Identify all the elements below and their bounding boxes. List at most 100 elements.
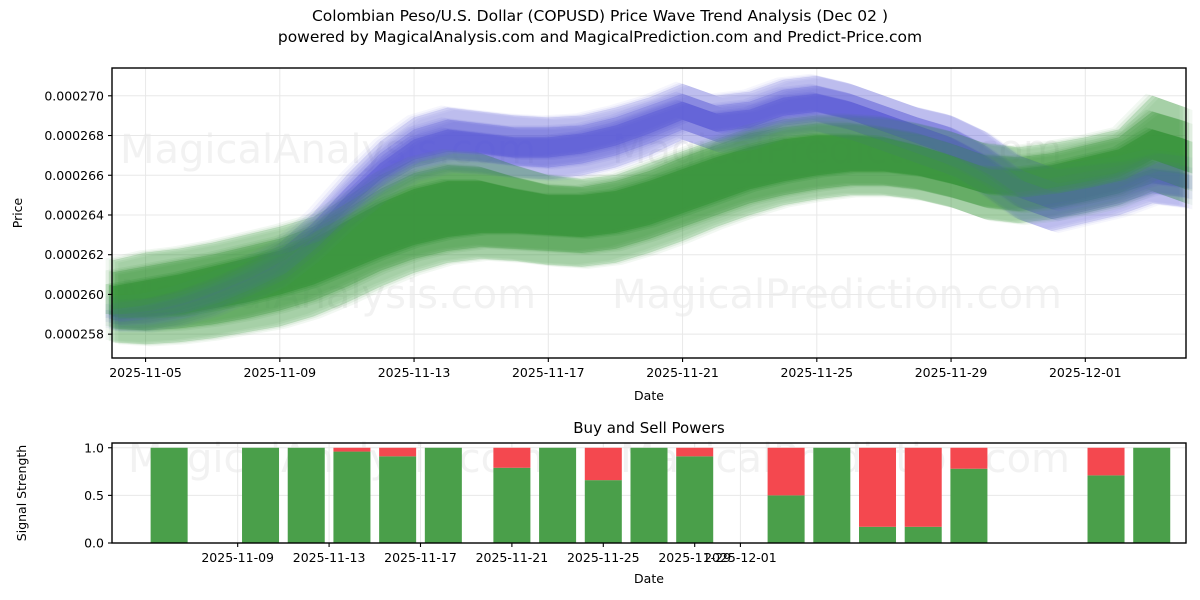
price-chart-ticks: 0.000258 0.000260 0.000262 0.000264 0.000266… <box>44 88 1121 380</box>
signal-bar-sell-segment <box>584 447 622 481</box>
signal-bar-sell-segment <box>1087 447 1125 476</box>
signal-bar[interactable] <box>859 447 897 543</box>
price-y-tick-label: 0.000260 <box>44 287 104 302</box>
signal-bar-buy-segment <box>379 456 417 543</box>
signal-bar-buy-segment <box>767 495 805 543</box>
wave-band-ghost <box>115 130 1190 318</box>
signal-bar[interactable] <box>630 447 668 543</box>
price-x-axis-label: Date <box>634 388 664 403</box>
signal-bar[interactable] <box>1087 447 1125 543</box>
price-wave-bands <box>105 73 1193 347</box>
wave-band-ghost <box>108 92 1183 320</box>
signal-chart-ticks: 0.0 0.5 1.0 2025-11-09 2025-11-13 2025-11-17 2… <box>84 440 777 565</box>
wave-band-ghost <box>105 109 1180 328</box>
wave-band-ghost <box>105 73 1180 328</box>
wave-band-ghost <box>118 96 1193 323</box>
wave-band-ghost <box>115 96 1190 346</box>
signal-x-tick-label: 2025-11-13 <box>293 550 366 565</box>
price-x-tick-label: 2025-11-13 <box>378 365 451 380</box>
signal-bar-buy-segment <box>287 447 325 543</box>
price-y-tick-label: 0.000268 <box>44 128 104 143</box>
signal-bar-sell-segment <box>859 447 897 527</box>
wave-band-ghost <box>105 127 1180 315</box>
watermark-text: MagicalAnalysis.com <box>120 127 536 173</box>
signal-x-tick-label: 2025-11-09 <box>201 550 274 565</box>
wave-band-ghost <box>105 83 1180 322</box>
signal-bar[interactable] <box>950 447 988 543</box>
signal-bar[interactable] <box>150 447 188 543</box>
wave-band-ghost <box>118 113 1193 333</box>
signal-x-tick-label: 2025-11-17 <box>384 550 457 565</box>
signal-bar[interactable] <box>287 447 325 543</box>
wave-band-ghost <box>118 78 1193 333</box>
signal-bar[interactable] <box>379 447 417 543</box>
signal-bar-buy-segment <box>150 447 188 543</box>
wave-band-ghost <box>115 112 1190 332</box>
price-y-tick-label: 0.000264 <box>44 207 104 222</box>
price-x-tick-label: 2025-11-17 <box>512 365 585 380</box>
wave-band-ghost <box>105 93 1180 342</box>
signal-bar-sell-segment <box>379 447 417 457</box>
signal-chart-title: Buy and Sell Powers <box>573 419 725 437</box>
signal-bar[interactable] <box>493 447 531 543</box>
signal-bar[interactable] <box>1133 447 1171 543</box>
wave-band-ghost <box>118 88 1193 327</box>
price-x-tick-label: 2025-11-05 <box>109 365 182 380</box>
signal-bar[interactable] <box>242 447 280 543</box>
signal-bar-buy-segment <box>859 526 897 543</box>
wave-band-ghost <box>108 84 1183 324</box>
signal-chart-group: MagicalAnalysis.comMagicalPrediction.com… <box>14 419 1187 586</box>
signal-bar-buy-segment <box>424 447 462 543</box>
signal-bar-buy-segment <box>904 526 942 543</box>
price-x-tick-label: 2025-11-25 <box>780 365 853 380</box>
signal-bar[interactable] <box>584 447 622 543</box>
signal-bar-sell-segment <box>676 447 714 457</box>
signal-bar-buy-segment <box>1087 475 1125 543</box>
wave-band-ghost <box>108 94 1183 343</box>
signal-bar-sell-segment <box>904 447 942 527</box>
wave-band-ghost <box>108 74 1183 330</box>
signal-bar-buy-segment <box>333 451 371 543</box>
signal-y-tick-label: 0.0 <box>84 536 104 551</box>
wave-band-ghost <box>108 110 1183 330</box>
price-y-axis-label: Price <box>10 197 25 228</box>
signal-x-tick-label: 2025-11-29 <box>658 550 731 565</box>
signal-bar[interactable] <box>333 447 371 543</box>
signal-bar[interactable] <box>676 447 714 543</box>
wave-band-ghost <box>115 87 1190 326</box>
watermark-text: MagicalPrediction.com <box>612 272 1062 318</box>
signal-bar-sell-segment <box>767 447 805 496</box>
wave-band-ghost <box>115 77 1190 332</box>
wave-band-ghost <box>118 98 1193 347</box>
signal-y-tick-label: 0.5 <box>84 488 104 503</box>
price-y-tick-label: 0.000266 <box>44 168 104 183</box>
price-x-tick-label: 2025-11-09 <box>243 365 316 380</box>
signal-bar-sell-segment <box>950 447 988 469</box>
price-x-tick-label: 2025-11-29 <box>915 365 988 380</box>
signal-bar-sell-segment <box>493 447 531 468</box>
signal-bar[interactable] <box>813 447 851 543</box>
price-x-tick-label: 2025-11-21 <box>646 365 719 380</box>
wave-band-ghost <box>105 91 1180 319</box>
signal-bar[interactable] <box>904 447 942 543</box>
signal-bar-sell-segment <box>333 447 371 452</box>
price-x-tick-label: 2025-12-01 <box>1049 365 1122 380</box>
signal-bar[interactable] <box>539 447 577 543</box>
signal-bar-buy-segment <box>539 447 577 543</box>
signal-chart-frame <box>111 442 1187 544</box>
signal-y-tick-label: 1.0 <box>84 440 104 455</box>
signal-bar[interactable] <box>767 447 805 543</box>
signal-x-tick-label: 2025-12-01 <box>704 550 777 565</box>
signal-bar-buy-segment <box>493 467 531 543</box>
signal-bar-buy-segment <box>1133 447 1171 543</box>
price-y-tick-label: 0.000258 <box>44 327 104 342</box>
signal-bar[interactable] <box>424 447 462 543</box>
price-y-tick-label: 0.000262 <box>44 247 104 262</box>
signal-bar-buy-segment <box>630 447 668 543</box>
price-chart-frame <box>111 67 1187 359</box>
signal-bar-buy-segment <box>813 447 851 543</box>
price-y-tick-label: 0.000270 <box>44 88 104 103</box>
signal-bar-buy-segment <box>676 456 714 543</box>
